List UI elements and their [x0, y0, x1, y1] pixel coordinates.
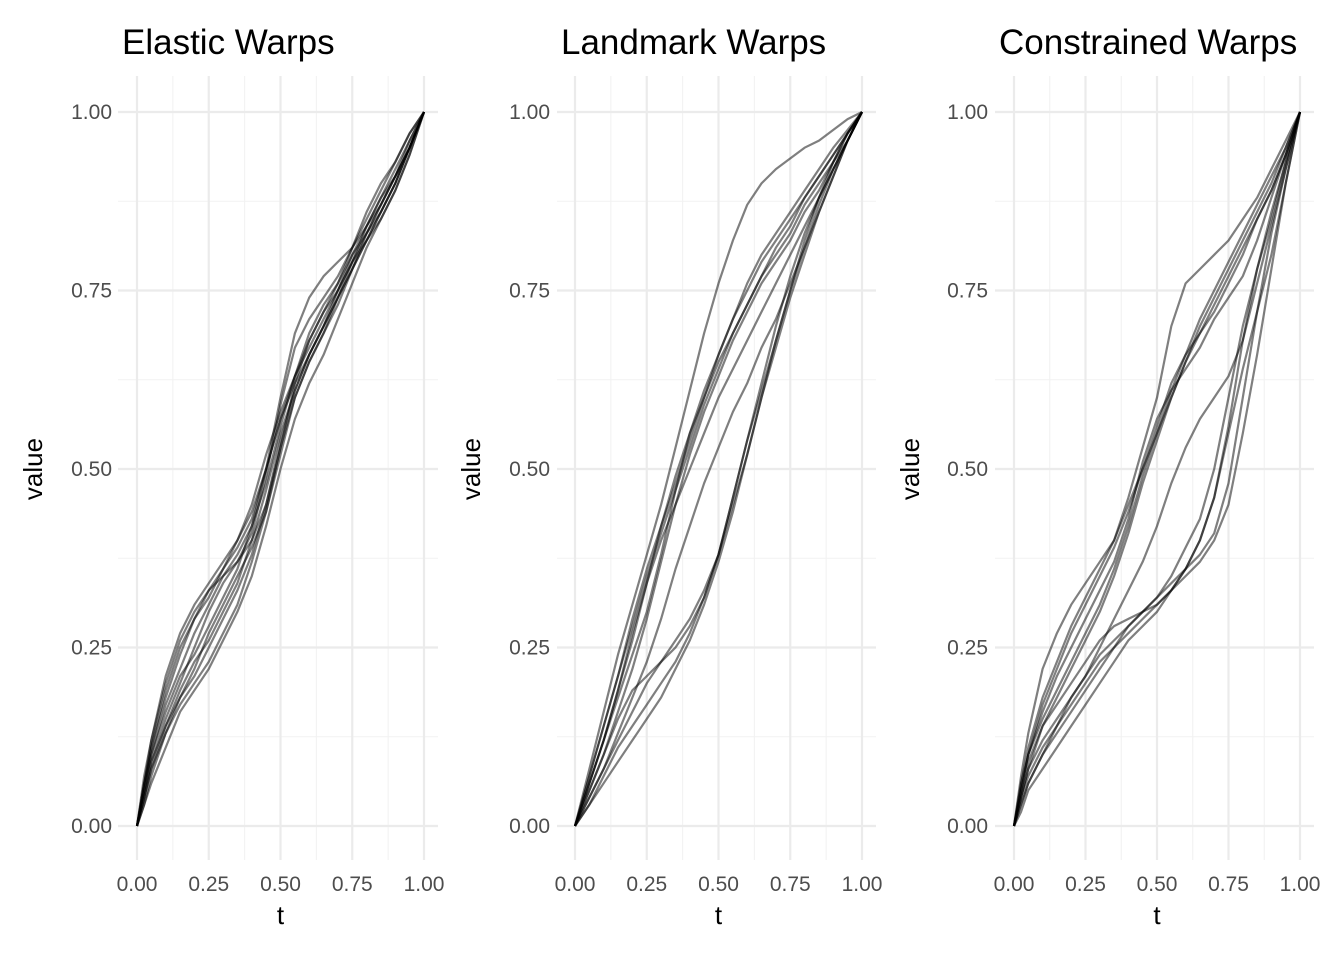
x-tick-label: 1.00 — [1280, 873, 1321, 896]
warp-line-10 — [574, 111, 863, 827]
warp-line-12 — [573, 111, 863, 827]
warp-line-10 — [1012, 111, 1302, 827]
panel-title: Constrained Warps — [999, 23, 1297, 62]
x-axis-title: t — [1153, 900, 1161, 930]
warp-line-1 — [573, 111, 863, 827]
y-tick-label: 0.75 — [71, 280, 112, 303]
y-tick-label: 0.50 — [509, 458, 550, 481]
panel-constrained-warps: 0.00 0.25 0.50 0.75 1.00 0.00 0.25 0.50 0.75 1.00… — [895, 23, 1320, 930]
y-axis-title: value — [18, 438, 48, 500]
warp-line-11 — [1012, 111, 1302, 827]
x-tick-label: 0.75 — [770, 873, 811, 896]
y-axis-title: value — [895, 438, 925, 500]
warp-line-12 — [135, 111, 426, 827]
panel-elastic-warps: 0.00 0.25 0.50 0.75 1.00 0.00 0.25 0.50 0.75 1.00… — [18, 23, 444, 930]
y-tick-label: 0.25 — [509, 637, 550, 660]
x-tick-label: 1.00 — [842, 873, 883, 896]
warp-line-6 — [573, 111, 863, 827]
panel-title: Landmark Warps — [561, 23, 826, 62]
warp-line-12 — [1012, 111, 1302, 827]
x-axis-title: t — [715, 900, 723, 930]
y-tick-label: 0.00 — [509, 815, 550, 838]
y-tick-label: 0.25 — [947, 637, 988, 660]
x-tick-label: 0.50 — [698, 873, 739, 896]
warp-line-5 — [1012, 111, 1302, 827]
x-tick-label: 0.00 — [117, 873, 158, 896]
warp-line-11 — [135, 111, 425, 827]
y-tick-label: 1.00 — [71, 101, 112, 124]
x-tick-label: 0.25 — [1065, 873, 1106, 896]
x-tick-label: 0.50 — [1137, 873, 1178, 896]
warp-line-5 — [135, 111, 425, 827]
warp-line-3 — [1012, 111, 1301, 827]
y-tick-label: 0.50 — [71, 458, 112, 481]
x-tick-label: 0.00 — [994, 873, 1035, 896]
y-tick-label: 1.00 — [947, 101, 988, 124]
panel-title: Elastic Warps — [122, 23, 335, 62]
x-tick-label: 0.25 — [626, 873, 667, 896]
y-tick-label: 0.75 — [947, 280, 988, 303]
warp-line-11 — [574, 111, 863, 827]
warp-line-8 — [1012, 111, 1302, 827]
y-axis-title: value — [456, 438, 486, 500]
x-tick-label: 0.00 — [555, 873, 596, 896]
x-tick-label: 0.50 — [260, 873, 301, 896]
x-tick-label: 0.75 — [332, 873, 373, 896]
y-tick-label: 0.25 — [71, 637, 112, 660]
x-tick-label: 1.00 — [404, 873, 445, 896]
x-tick-label: 0.75 — [1208, 873, 1249, 896]
x-axis-title: t — [277, 900, 285, 930]
warp-line-9 — [135, 111, 426, 827]
panel-landmark-warps: 0.00 0.25 0.50 0.75 1.00 0.00 0.25 0.50 0.75 1.00… — [456, 23, 882, 930]
warp-line-2 — [1012, 111, 1302, 827]
x-tick-label: 0.25 — [188, 873, 229, 896]
y-tick-label: 0.50 — [947, 458, 988, 481]
warp-line-1 — [1012, 111, 1302, 827]
warp-line-10 — [135, 111, 426, 827]
y-tick-label: 1.00 — [509, 101, 550, 124]
y-tick-label: 0.75 — [509, 280, 550, 303]
warp-line-4 — [1012, 111, 1302, 827]
warp-line-1 — [135, 111, 426, 827]
warp-line-9 — [1013, 111, 1302, 827]
y-tick-label: 0.00 — [947, 815, 988, 838]
warp-line-7 — [1012, 111, 1302, 827]
warp-line-7 — [135, 111, 425, 827]
y-tick-label: 0.00 — [71, 815, 112, 838]
